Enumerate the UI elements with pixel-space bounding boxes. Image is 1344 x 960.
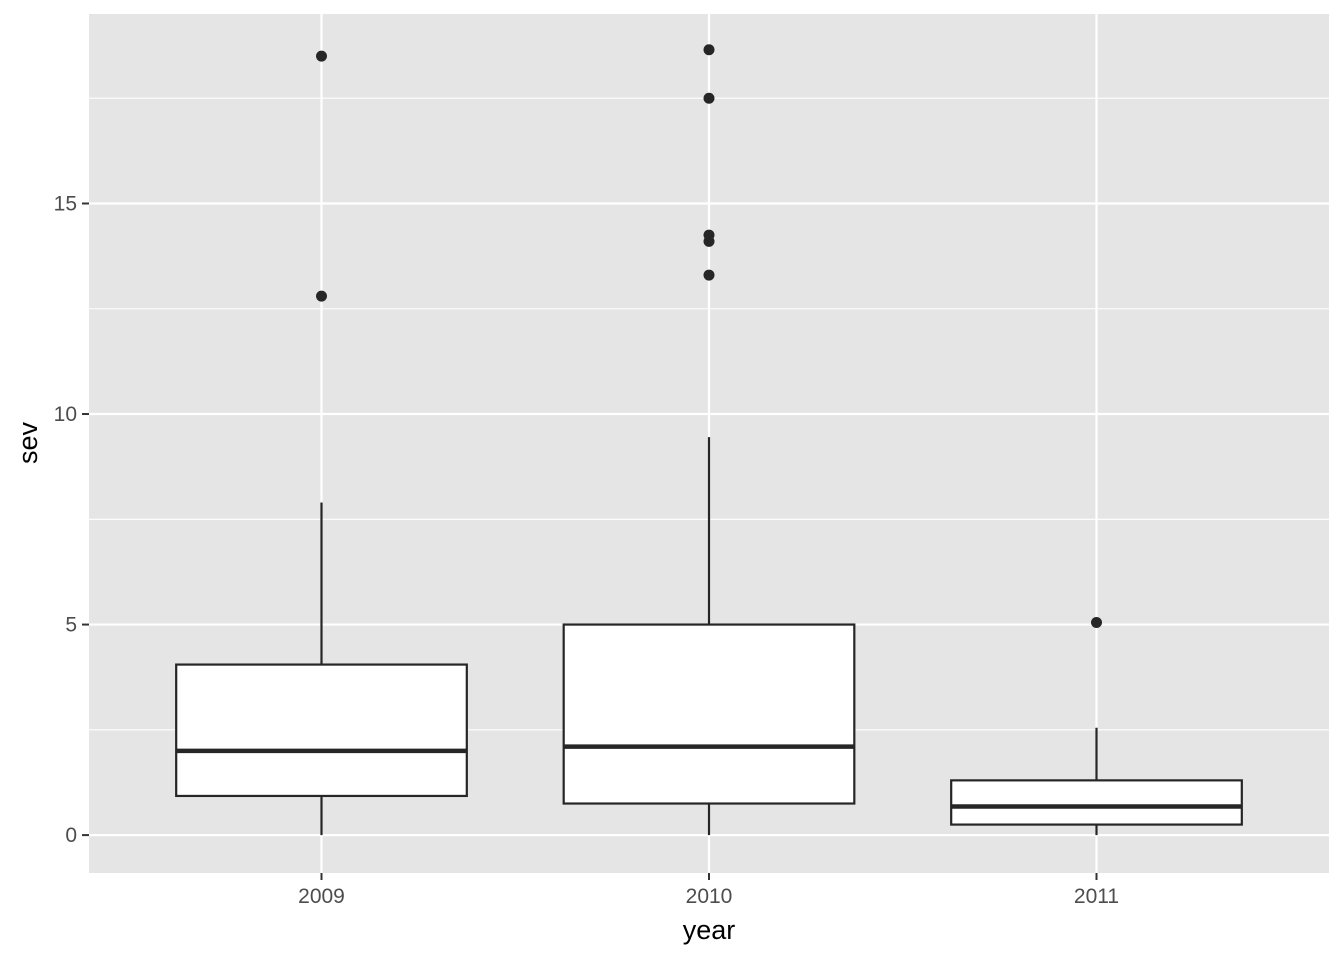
x-tick-label: 2011 [1074, 885, 1119, 908]
y-tick-label: 15 [54, 192, 77, 215]
box-group-2010 [562, 44, 856, 836]
outlier-point [316, 290, 327, 302]
box-iqr [175, 663, 468, 798]
box-group-2009 [175, 50, 468, 836]
y-axis-title: sev [13, 421, 43, 464]
x-axis-title: year [683, 915, 736, 945]
box-marks [175, 44, 1243, 836]
y-tick-label: 10 [54, 403, 77, 426]
outlier-point [316, 50, 327, 62]
x-tick-label: 2010 [686, 885, 733, 908]
y-tick-label: 5 [65, 614, 77, 637]
box-group-2011 [950, 616, 1243, 836]
axes: 0 5 10 15 2009 2010 2011 [54, 192, 1119, 908]
box-iqr [562, 623, 856, 805]
outlier-point [703, 92, 715, 104]
outlier-point [1091, 616, 1102, 628]
outlier-point [703, 44, 715, 56]
box-iqr [950, 779, 1243, 826]
outlier-point [703, 269, 715, 281]
x-tick-label: 2009 [298, 885, 345, 908]
outlier-point [703, 229, 715, 241]
y-tick-label: 0 [65, 824, 77, 847]
